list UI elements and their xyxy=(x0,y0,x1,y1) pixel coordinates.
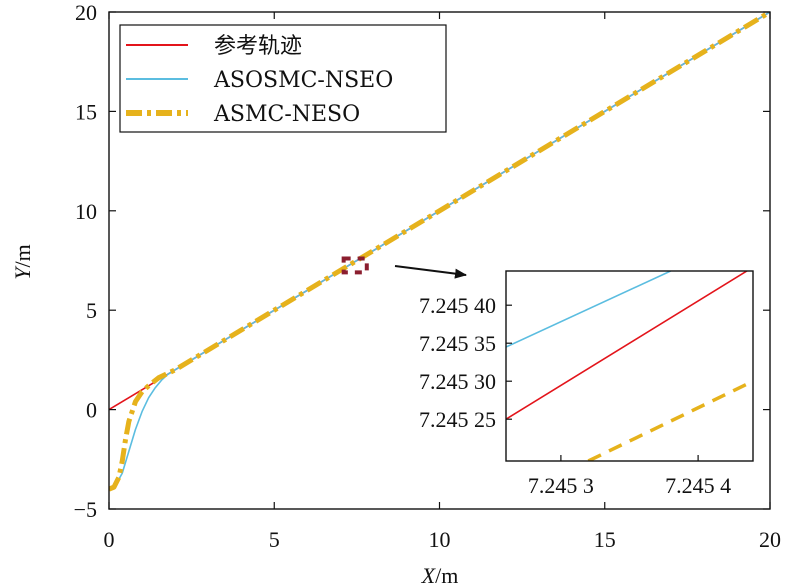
inset-line-reference xyxy=(506,271,749,420)
x-tick-label: 15 xyxy=(594,527,616,552)
series-line-asosmc xyxy=(109,12,770,490)
x-tick-label: 10 xyxy=(429,527,451,552)
inset-background xyxy=(506,271,753,461)
inset-y-tick-label: 7.245 40 xyxy=(419,293,496,318)
y-tick-label: 0 xyxy=(86,398,97,423)
y-axis-title: Y/m xyxy=(10,244,35,279)
inset-line-asosmc xyxy=(506,271,672,348)
x-axis-title: X/m xyxy=(421,563,459,588)
inset-line-asmc xyxy=(587,379,753,461)
y-tick-label: −5 xyxy=(74,497,97,522)
x-axis-variable: X xyxy=(421,563,437,588)
y-tick-label: 15 xyxy=(75,99,97,124)
y-tick-label: 5 xyxy=(86,298,97,323)
inset-y-tick-label: 7.245 25 xyxy=(419,407,496,432)
x-axis-unit: /m xyxy=(435,563,458,588)
inset-plot-series xyxy=(506,271,753,461)
inset-x-tick-label: 7.245 4 xyxy=(665,473,731,498)
y-tick-label: 10 xyxy=(75,199,97,224)
y-axis-variable: Y xyxy=(10,265,35,280)
y-axis-unit: /m xyxy=(10,244,35,267)
inset-y-tick-label: 7.245 35 xyxy=(419,331,496,356)
zoom-region-marker xyxy=(341,256,369,275)
legend-label-asosmc: ASOSMC-NSEO xyxy=(213,68,393,93)
legend-label-reference: 参考轨迹 xyxy=(214,34,302,59)
main-axis-ticks: 0 5 10 15 20 −5 0 5 10 15 20 xyxy=(74,0,781,552)
inset-y-tick-label: 7.245 30 xyxy=(419,369,496,394)
inset-x-tick-label: 7.245 3 xyxy=(528,473,594,498)
zoom-arrow xyxy=(394,265,467,279)
inset-axis-ticks: 7.245 3 7.245 4 7.245 25 7.245 30 7.245 35 7.… xyxy=(419,293,731,498)
y-tick-label: 20 xyxy=(75,0,97,25)
legend: 参考轨迹 ASOSMC-NSEO ASMC-NESO xyxy=(119,24,447,133)
inset-frame xyxy=(505,270,754,462)
legend-label-asmc: ASMC-NESO xyxy=(213,102,360,127)
x-tick-label: 5 xyxy=(269,527,280,552)
main-plot-series xyxy=(109,12,770,492)
x-tick-label: 20 xyxy=(759,527,781,552)
x-tick-label: 0 xyxy=(104,527,115,552)
series-line-asmc xyxy=(109,12,770,492)
